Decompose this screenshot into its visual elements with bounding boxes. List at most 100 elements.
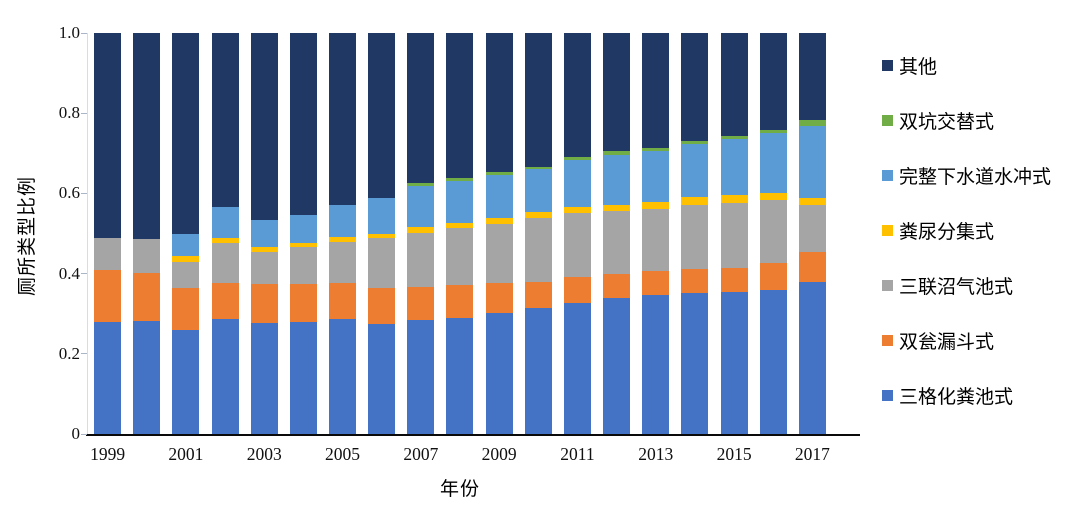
segment-other: [329, 33, 357, 206]
bar-2016: [759, 33, 787, 434]
segment-sewer-flush: [524, 169, 552, 213]
y-axis-title: 厕所类型比例: [17, 176, 38, 297]
x-tick-label-empty: [127, 444, 166, 465]
segment-double-urn-funnel: [211, 282, 239, 319]
segment-sewer-flush: [563, 159, 591, 208]
segment-triple-biogas: [485, 223, 513, 283]
segment-other: [798, 33, 826, 121]
legend-label: 双瓮漏斗式: [899, 332, 995, 353]
segment-triple-biogas: [446, 227, 474, 286]
segment-triple-biogas: [407, 233, 435, 287]
segment-other: [720, 33, 748, 137]
segment-double-urn-funnel: [446, 285, 474, 318]
segment-other: [94, 33, 122, 238]
legend-item-sewer-flush: 完整下水道水冲式: [882, 148, 1051, 203]
segment-sewer-flush: [798, 126, 826, 198]
segment-three-compartment-septic: [289, 322, 317, 434]
segment-three-compartment-septic: [446, 317, 474, 434]
segment-three-compartment-septic: [172, 329, 200, 434]
bar-2014: [681, 33, 709, 434]
segment-alternating-twin-pit: [603, 151, 631, 155]
segment-alternating-twin-pit: [485, 172, 513, 175]
segment-urine-diverting: [211, 237, 239, 243]
segment-sewer-flush: [329, 205, 357, 237]
segment-three-compartment-septic: [211, 318, 239, 434]
bar-2003: [250, 33, 278, 434]
segment-urine-diverting: [603, 204, 631, 212]
bar-2012: [603, 33, 631, 434]
bar-1999: [94, 33, 122, 434]
x-tick-label-empty: [597, 444, 636, 465]
segment-three-compartment-septic: [329, 319, 357, 434]
segment-sewer-flush: [368, 197, 396, 235]
x-tick-label-1999: 1999: [90, 444, 126, 464]
segment-alternating-twin-pit: [446, 177, 474, 182]
segment-three-compartment-septic: [133, 320, 161, 434]
x-tick-label-2003: 2003: [246, 444, 282, 464]
bar-2006: [368, 33, 396, 434]
segment-urine-diverting: [563, 207, 591, 214]
bar-slot-2001: [166, 33, 205, 434]
segment-triple-biogas: [133, 239, 161, 273]
segment-double-urn-funnel: [798, 251, 826, 282]
segment-other: [368, 33, 396, 198]
legend-item-urine-diverting: 粪尿分集式: [882, 203, 1051, 258]
segment-three-compartment-septic: [368, 324, 396, 434]
segment-double-urn-funnel: [681, 269, 709, 293]
x-tick-label-2009: 2009: [481, 444, 517, 464]
x-axis-title: 年份: [439, 479, 480, 500]
segment-double-urn-funnel: [94, 269, 122, 322]
bar-slot-2010: [519, 33, 558, 434]
segment-sewer-flush: [211, 207, 239, 238]
segment-triple-biogas: [94, 237, 122, 270]
legend-item-three-compartment-septic: 三格化粪池式: [882, 368, 1051, 423]
segment-urine-diverting: [720, 194, 748, 204]
bar-slot-2016: [754, 33, 793, 434]
segment-alternating-twin-pit: [524, 166, 552, 170]
x-tick-label-2005: 2005: [325, 444, 361, 464]
segment-other: [211, 33, 239, 208]
x-axis-line: [86, 434, 860, 436]
y-tick-mark: [81, 192, 87, 194]
segment-other: [524, 33, 552, 167]
segment-other: [133, 33, 161, 240]
segment-three-compartment-septic: [485, 313, 513, 434]
segment-double-urn-funnel: [759, 263, 787, 290]
segment-double-urn-funnel: [485, 282, 513, 314]
segment-alternating-twin-pit: [720, 136, 748, 140]
y-tick-label: 0.2: [58, 343, 80, 363]
segment-sewer-flush: [250, 219, 278, 247]
y-tick-mark: [81, 273, 87, 275]
bar-slot-2014: [675, 33, 714, 434]
legend-swatch-other: [882, 60, 893, 71]
bar-2017: [798, 33, 826, 434]
legend-label: 双坑交替式: [899, 112, 995, 133]
bar-2011: [563, 33, 591, 434]
segment-triple-biogas: [681, 204, 709, 270]
segment-double-urn-funnel: [563, 276, 591, 303]
bar-slot-2003: [245, 33, 284, 434]
bar-slot-2005: [323, 33, 362, 434]
segment-double-urn-funnel: [603, 274, 631, 298]
y-tick-label: 0: [71, 424, 81, 443]
segment-sewer-flush: [603, 154, 631, 205]
segment-triple-biogas: [289, 247, 317, 284]
bar-slot-2013: [636, 33, 675, 434]
segment-sewer-flush: [172, 233, 200, 256]
segment-triple-biogas: [563, 213, 591, 277]
legend-label: 粪尿分集式: [899, 222, 995, 243]
bar-2005: [329, 33, 357, 434]
segment-triple-biogas: [172, 261, 200, 288]
segment-sewer-flush: [720, 139, 748, 195]
legend-swatch-three-compartment-septic: [882, 390, 893, 401]
x-axis-tick-labels: 1999 2001 2003 2005 2007 2009 2011 2013 2015 2017: [88, 444, 832, 465]
x-tick-label-empty: [519, 444, 558, 465]
x-tick-label-empty: [440, 444, 479, 465]
segment-alternating-twin-pit: [759, 129, 787, 133]
segment-alternating-twin-pit: [798, 120, 826, 127]
segment-alternating-twin-pit: [407, 182, 435, 187]
legend-swatch-alternating-twin-pit: [882, 115, 893, 126]
segment-other: [603, 33, 631, 152]
bar-2013: [642, 33, 670, 434]
